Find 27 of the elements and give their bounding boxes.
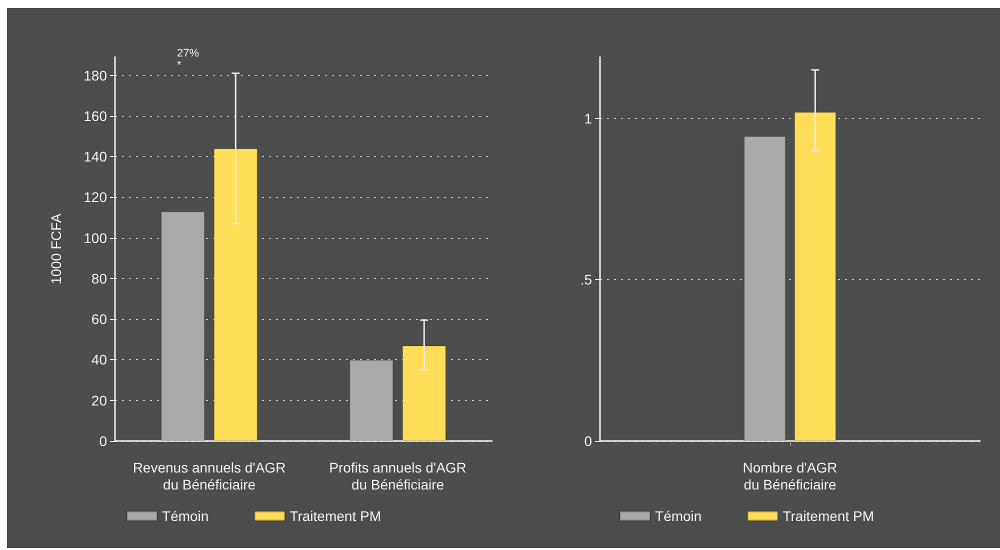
- bar: [160, 211, 205, 441]
- bar: [349, 360, 394, 441]
- annotation: 27%: [176, 48, 200, 60]
- y-tick-label: .5: [580, 272, 592, 288]
- y-tick-label: 160: [84, 108, 108, 124]
- legend-label: Traitement PM: [290, 508, 381, 524]
- y-tick-label: 40: [91, 352, 108, 368]
- y-tick-label: 0: [99, 433, 108, 449]
- bar: [214, 148, 258, 441]
- annotation: *: [177, 60, 182, 72]
- y-tick-label: 20: [91, 392, 108, 408]
- legend-label: Traitement PM: [782, 508, 874, 524]
- legend-label: Témoin: [655, 508, 702, 524]
- y-axis-title: 1000 FCFA: [48, 212, 64, 284]
- y-tick-label: 80: [91, 270, 108, 286]
- y-tick-label: 1: [584, 110, 592, 126]
- bar: [402, 346, 446, 441]
- y-tick-label: 140: [84, 148, 108, 165]
- y-tick-label: 60: [91, 311, 108, 328]
- x-tick-label: Profits annuels d'AGR du Bénéficiaire: [329, 460, 466, 492]
- legend-label: Témoin: [162, 508, 209, 524]
- y-tick-label: 0: [584, 433, 592, 449]
- y-tick-label: 180: [84, 67, 108, 84]
- x-tick-label: Revenus annuels d'AGR du Bénéficiaire: [132, 460, 286, 492]
- y-tick-label: 100: [84, 230, 108, 246]
- x-tick-label: Nombre d'AGR du Bénéficiaire: [742, 460, 838, 492]
- y-tick-label: 120: [84, 189, 108, 206]
